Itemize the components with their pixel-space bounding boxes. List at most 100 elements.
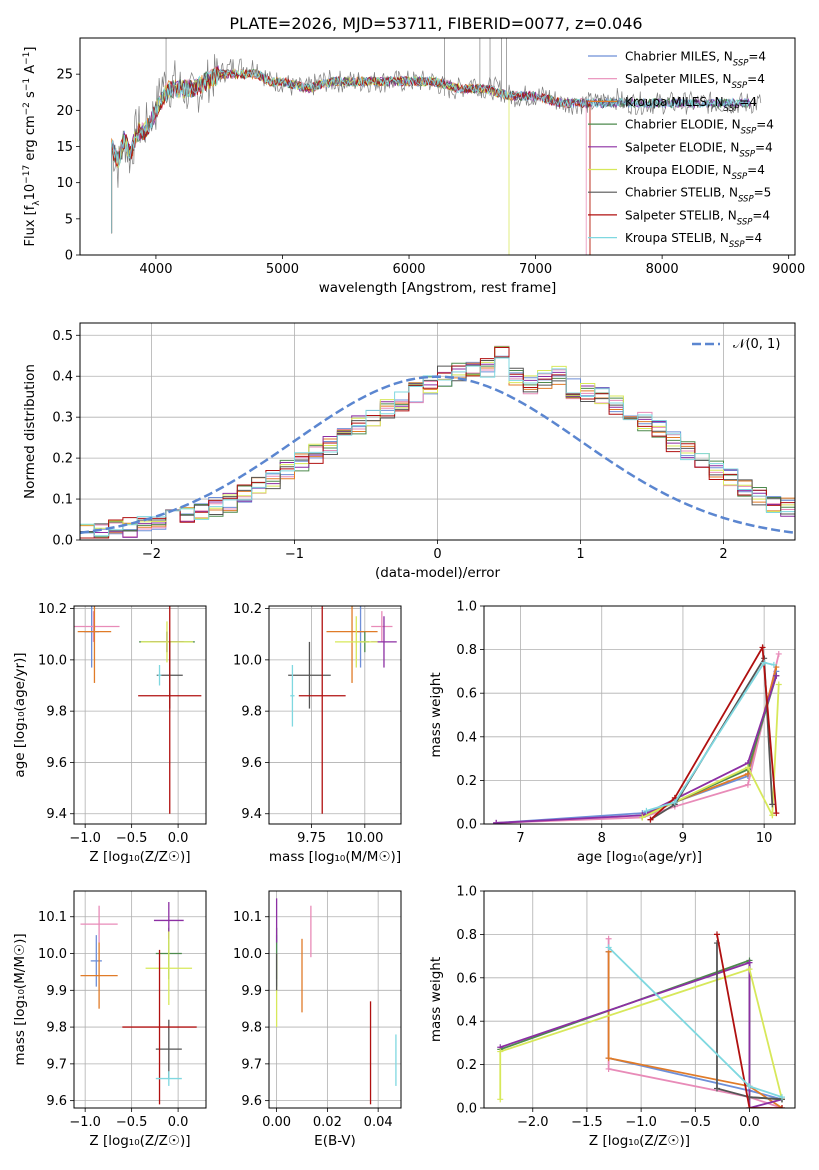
plot-frame — [483, 605, 796, 825]
weight-line — [641, 684, 780, 819]
y-tick-label: 0.1 — [52, 493, 73, 508]
x-tick-label: 0.0 — [739, 1115, 760, 1130]
weight-marker — [497, 1048, 504, 1055]
y-tick-label: 9.6 — [46, 1094, 67, 1109]
weight-marker — [639, 814, 646, 821]
y-tick-label: 0.0 — [52, 534, 73, 549]
weight-marker — [746, 1105, 753, 1108]
y-tick-label: 0.3 — [52, 411, 73, 426]
spectrum-legend: Chabrier MILES, NSSP=4 Salpeter MILES, NS… — [588, 50, 774, 250]
x-axis-label: mass [log₁₀(M/M☉)] — [269, 849, 401, 865]
y-tick-label: 1.0 — [456, 885, 477, 900]
x-tick-label: −1.0 — [69, 831, 101, 846]
y-tick-label: 10.0 — [38, 653, 67, 668]
legend-entry: Salpeter MILES, NSSP=4 — [625, 72, 765, 91]
weight-marker — [746, 966, 753, 973]
weight-marker — [493, 819, 500, 824]
axes-histogram: −2 −1 0 1 2 0.0 0.1 0.2 0.3 0.4 0.5 (data-model)/er… — [22, 322, 796, 581]
weight-marker — [775, 681, 782, 688]
x-tick-label: 0.04 — [364, 1115, 393, 1130]
x-tick-label: 0.0 — [168, 1115, 189, 1130]
plot-frame — [268, 890, 402, 1109]
x-tick-label: −0.5 — [680, 1115, 712, 1130]
y-tick-label: 0.4 — [456, 1015, 477, 1030]
y-tick-label: 10.1 — [233, 910, 262, 925]
x-tick-label: 10.00 — [346, 831, 383, 846]
legend-entry: Chabrier ELODIE, NSSP=4 — [625, 118, 774, 137]
axes-age_vs_Z: −1.0 −0.5 0.0 9.4 9.6 9.8 10.0 10.2 Z [log₁₀(Z/Z… — [12, 602, 207, 865]
x-tick-label: 6000 — [392, 262, 425, 277]
weight-marker — [647, 816, 654, 823]
y-tick-label: 9.7 — [241, 1057, 262, 1072]
weight-marker — [605, 1055, 612, 1062]
y-axis-label: mass weight — [428, 957, 444, 1042]
massweight_vs_Z-lines — [497, 931, 785, 1108]
plot-frame — [73, 890, 207, 1109]
weight-marker — [759, 644, 766, 651]
weight-marker — [775, 650, 782, 657]
y-tick-label: 9.9 — [241, 984, 262, 999]
y-axis-label: age [log₁₀(age/yr)] — [12, 652, 28, 777]
y-axis-label: mass [log₁₀(M/M☉)] — [12, 933, 28, 1065]
legend-entry: Salpeter STELIB, NSSP=4 — [625, 208, 770, 227]
y-tick-label: 0.6 — [456, 971, 477, 986]
figure-title: PLATE=2026, MJD=53711, FIBERID=0077, z=0… — [229, 14, 642, 33]
weight-marker — [746, 959, 753, 966]
weight-marker — [605, 944, 612, 951]
y-tick-label: 9.4 — [46, 807, 67, 822]
axes-mass_vs_EBV: 0.00 0.02 0.04 9.6 9.7 9.8 9.9 10.0 10.1 E(B-V) — [233, 890, 402, 1149]
weight-marker — [778, 1094, 785, 1101]
x-tick-label: −0.5 — [116, 831, 148, 846]
age_vs_Z-points — [74, 606, 202, 814]
legend-entry: Chabrier MILES, NSSP=4 — [625, 50, 766, 69]
y-tick-label: 25 — [56, 68, 73, 83]
legend-entry: Kroupa MILES, NSSP=4 — [625, 95, 757, 114]
y-tick-label: 9.8 — [46, 1021, 67, 1036]
weight-marker — [605, 1065, 612, 1072]
x-tick-label: 9.75 — [297, 831, 326, 846]
y-tick-label: 9.8 — [46, 705, 67, 720]
y-tick-label: 1.0 — [456, 600, 477, 615]
spectrum-plot — [111, 38, 762, 255]
x-axis-label: Z [log₁₀(Z/Z☉)] — [89, 1133, 190, 1149]
normal-curve — [80, 375, 795, 535]
gridlines — [269, 891, 401, 1108]
y-tick-label: 0.4 — [456, 730, 477, 745]
weight-line — [496, 675, 778, 824]
y-tick-label: 5 — [65, 212, 73, 227]
weight-marker — [671, 799, 678, 806]
y-tick-label: 0.8 — [456, 928, 477, 943]
y-tick-label: 0.2 — [456, 1058, 477, 1073]
x-axis-label: wavelength [Angstrom, rest frame] — [319, 280, 557, 296]
x-tick-label: 0.0 — [168, 831, 189, 846]
x-tick-label: −1 — [285, 547, 304, 562]
y-tick-label: 0.5 — [52, 329, 73, 344]
x-tick-label: −1.5 — [571, 1115, 603, 1130]
x-axis-label: Z [log₁₀(Z/Z☉)] — [89, 849, 190, 865]
y-tick-label: 9.4 — [241, 807, 262, 822]
legend-entry: Salpeter ELODIE, NSSP=4 — [625, 140, 773, 159]
axes-massweight_vs_Z: −2.0 −1.5 −1.0 −0.5 0.0 0.0 0.2 0.4 0.6 0.8 1.0 Z [… — [428, 885, 796, 1149]
legend-entry: Chabrier STELIB, NSSP=5 — [625, 186, 771, 205]
x-axis-label: (data-model)/error — [375, 565, 501, 581]
weight-line — [716, 943, 783, 1101]
x-tick-label: 5000 — [266, 262, 299, 277]
weight-marker — [605, 935, 612, 942]
legend-entry: 𝒩(0, 1) — [733, 337, 780, 352]
y-tick-label: 9.8 — [241, 705, 262, 720]
weight-marker — [769, 801, 776, 808]
y-tick-label: 10.2 — [38, 602, 67, 617]
y-tick-label: 9.6 — [241, 756, 262, 771]
weight-marker — [713, 931, 720, 938]
histogram-plot — [80, 345, 795, 540]
weight-marker — [773, 810, 780, 817]
plot-frame — [268, 605, 402, 825]
y-tick-label: 0.0 — [456, 818, 477, 833]
axes-spectrum: 4000 5000 6000 7000 8000 9000 0 5 10 15 20 25 wavele… — [22, 37, 805, 296]
x-tick-label: −0.5 — [116, 1115, 148, 1130]
weight-marker — [497, 1096, 504, 1103]
weight-line — [499, 961, 783, 1108]
x-tick-label: 7000 — [519, 262, 552, 277]
legend-entry: Kroupa STELIB, NSSP=4 — [625, 231, 762, 250]
weight-line — [649, 644, 778, 821]
